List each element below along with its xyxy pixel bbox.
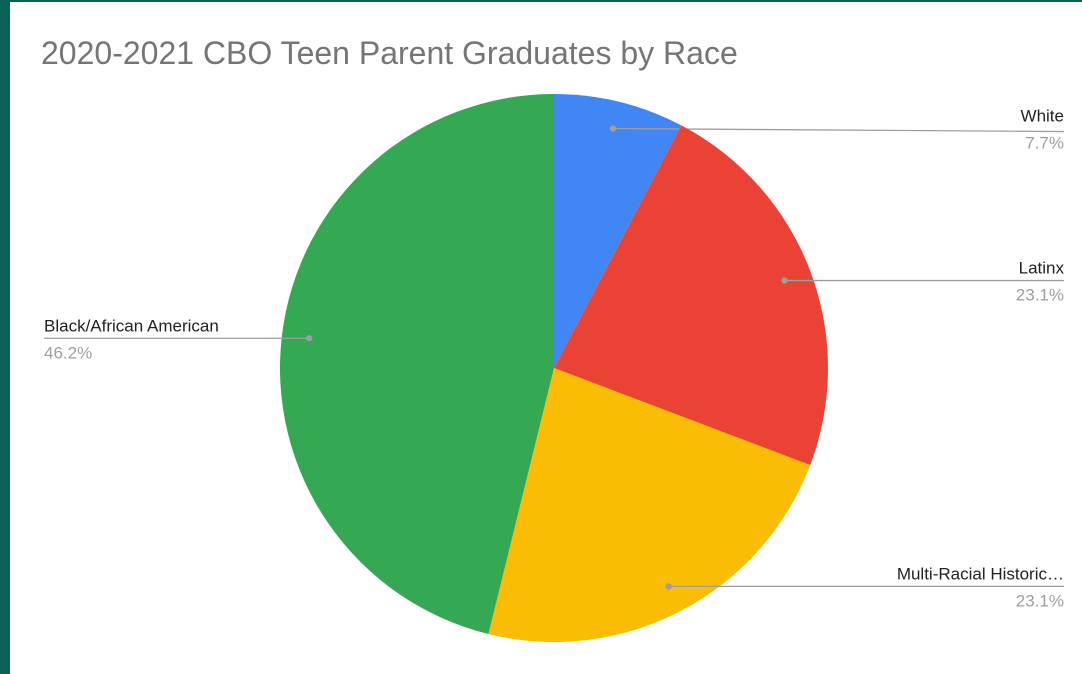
slice-value-black-african-american: 46.2%: [44, 343, 92, 362]
chart-title: 2020-2021 CBO Teen Parent Graduates by R…: [41, 35, 738, 71]
leader-dot-black-african-american: [305, 335, 313, 342]
chart-panel: 2020-2021 CBO Teen Parent Graduates by R…: [10, 2, 1082, 674]
slice-value-multi-racial-historic: 23.1%: [1016, 591, 1064, 610]
slice-label-white: White: [1021, 107, 1064, 126]
leader-dot-multi-racial-historic: [665, 583, 672, 590]
leader-line-white: [613, 127, 1065, 133]
slice-label-multi-racial-historic: Multi-Racial Historic…: [897, 564, 1064, 583]
slice-value-latinx: 23.1%: [1016, 286, 1064, 305]
leader-dot-latinx: [781, 277, 788, 284]
slice-label-black-african-american: Black/African American: [44, 316, 219, 335]
leader-dot-white: [609, 125, 617, 132]
pie-slice-latinx[interactable]: [554, 125, 828, 466]
slice-value-white: 7.7%: [1025, 134, 1064, 153]
pie-slice-white[interactable]: [554, 94, 682, 368]
pie-slice-black-african-american[interactable]: [279, 94, 554, 635]
pie-slice-multi-racial-historic[interactable]: [488, 368, 811, 642]
pie-chart: White 7.7% Latinx 23.1% Multi-Racial Histori…: [44, 94, 1065, 642]
slice-label-latinx: Latinx: [1019, 259, 1065, 278]
